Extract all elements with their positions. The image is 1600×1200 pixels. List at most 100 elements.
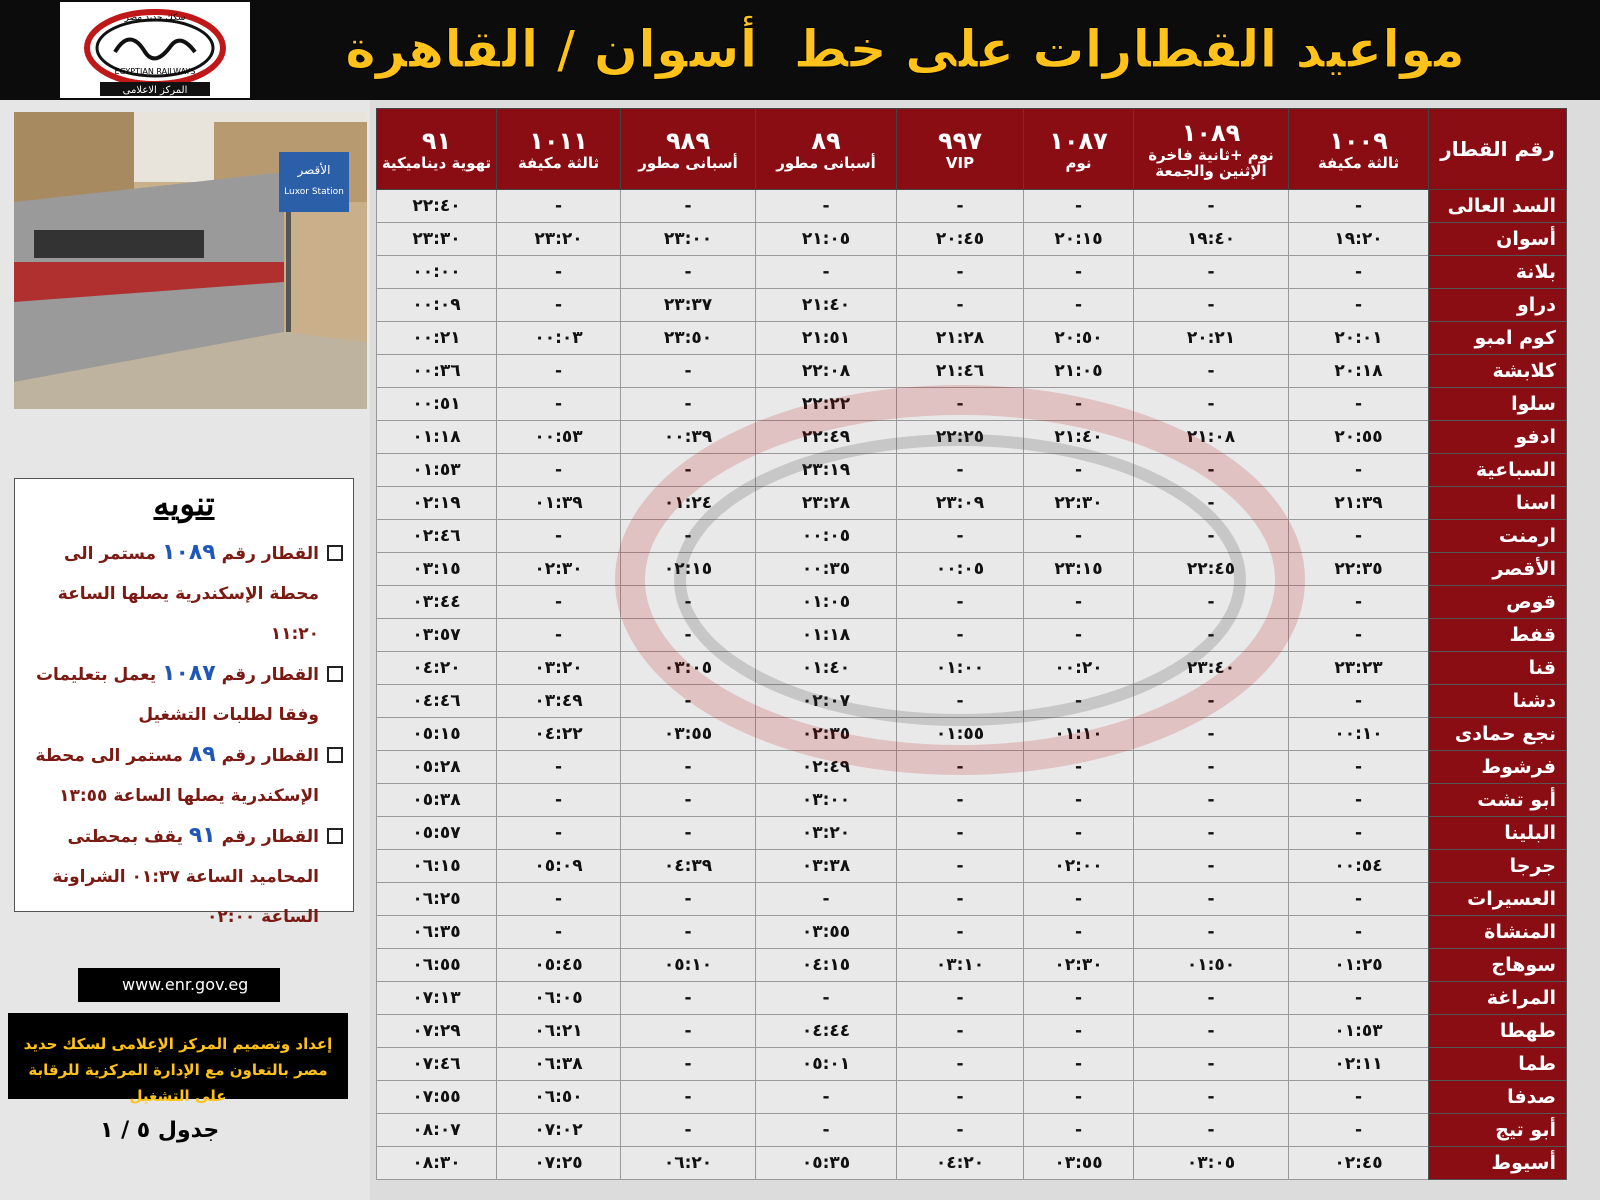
station-name: المنشاة xyxy=(1428,915,1567,949)
station-row: دراو - - - -٢١:٤٠ ٢٣:٣٧-٠٠:٠٩ xyxy=(376,288,1567,322)
departure-time: ٠٣:١٥ xyxy=(376,552,497,586)
notice-list: القطار رقم ١٠٨٩ مستمر الى محطة الإسكندري… xyxy=(25,533,343,937)
train-header: ٨٩ أسبانى مطور xyxy=(755,108,897,190)
station-row: دشنا - - - -٠٢:٠٧-٠٣:٤٩ ٠٤:٤٦ xyxy=(376,684,1567,718)
departure-time: - xyxy=(1288,816,1429,850)
station-row: المنشاة - - - -٠٣:٥٥- -٠٦:٣٥ xyxy=(376,915,1567,949)
departure-time: ٢٣:١٩ xyxy=(755,453,897,487)
departure-time: - xyxy=(1133,783,1289,817)
departure-time: ٢٣:٣٠ xyxy=(376,222,497,256)
station-row: المراغة - - - - - -٠٦:٠٥ ٠٧:١٣ xyxy=(376,981,1567,1015)
station-name: صدفا xyxy=(1428,1080,1567,1114)
departure-time: - xyxy=(1133,882,1289,916)
departure-time: ٢٣:٢٨ xyxy=(755,486,897,520)
departure-time: ٢١:٤٦ xyxy=(896,354,1024,388)
departure-time: ٠٠:٥١ xyxy=(376,387,497,421)
departure-time: - xyxy=(1023,387,1134,421)
departure-time: - xyxy=(1133,519,1289,553)
departure-time: - xyxy=(496,618,621,652)
departure-time: ٠٥:٣٨ xyxy=(376,783,497,817)
station-name: السد العالى xyxy=(1428,189,1567,223)
departure-time: ٠١:٥٥ xyxy=(896,717,1024,751)
departure-time: ٢٠:١٥ xyxy=(1023,222,1134,256)
station-name: أسوان xyxy=(1428,222,1567,256)
station-name: قنا xyxy=(1428,651,1567,685)
departure-time: - xyxy=(896,849,1024,883)
departure-time: - xyxy=(496,915,621,949)
station-name: كوم امبو xyxy=(1428,321,1567,355)
departure-time: - xyxy=(1133,585,1289,619)
departure-time: ٠١:٢٤ xyxy=(620,486,756,520)
departure-time: - xyxy=(1288,783,1429,817)
departure-time: - xyxy=(1133,717,1289,751)
train-header: ٩١ تهوية ديناميكية xyxy=(376,108,497,190)
notice-text: يعمل بتعليمات وفقا لطلبات التشغيل xyxy=(35,665,319,725)
departure-time: ٠٧:٢٥ xyxy=(496,1146,621,1180)
departure-time: - xyxy=(896,255,1024,289)
notice-label: القطار رقم xyxy=(221,746,319,766)
timetable-table: رقم القطار ١٠٠٩ ثالثة مكيفة ١٠٨٩ نوم +ثانية … xyxy=(376,108,1567,1180)
departure-time: - xyxy=(1133,387,1289,421)
header-row: رقم القطار ١٠٠٩ ثالثة مكيفة ١٠٨٩ نوم +ثانية … xyxy=(376,108,1567,190)
departure-time: - xyxy=(896,1047,1024,1081)
departure-time: ٢١:٠٥ xyxy=(1023,354,1134,388)
train-header: ١٠٠٩ ثالثة مكيفة xyxy=(1288,108,1429,190)
station-name: المراغة xyxy=(1428,981,1567,1015)
departure-time: - xyxy=(1288,519,1429,553)
departure-time: ٠١:٥٣ xyxy=(1288,1014,1429,1048)
departure-time: - xyxy=(755,882,897,916)
departure-time: ٠٥:١٥ xyxy=(376,717,497,751)
departure-time: ٠٦:٢١ xyxy=(496,1014,621,1048)
departure-time: ٠١:٤٠ xyxy=(755,651,897,685)
station-row: أسيوط ٠٢:٤٥ ٠٣:٠٥ ٠٣:٥٥ ٠٤:٢٠ ٠٥:٣٥ ٠٦:٢٠ ٠٧:٢٥… xyxy=(376,1146,1567,1180)
departure-time: ٠٤:٣٩ xyxy=(620,849,756,883)
departure-time: - xyxy=(1023,1014,1134,1048)
departure-time: - xyxy=(1133,849,1289,883)
departure-time: - xyxy=(620,585,756,619)
logo-subtitle: المركز الاعلامى xyxy=(123,85,188,96)
departure-time: ٠١:٠٠ xyxy=(896,651,1024,685)
header-bar xyxy=(0,0,1600,100)
station-name: ارمنت xyxy=(1428,519,1567,553)
notice-box: تنويه القطار رقم ١٠٨٩ مستمر الى محطة الإ… xyxy=(14,478,354,927)
departure-time: - xyxy=(1023,684,1134,718)
departure-time: - xyxy=(1288,585,1429,619)
train-number: ٩١ xyxy=(421,127,452,155)
departure-time: ٠٠:٣٩ xyxy=(620,420,756,454)
train-number: ٩١ xyxy=(188,823,216,848)
station-row: كلابشة ٢٠:١٨-٢١:٠٥ ٢١:٤٦ ٢٢:٠٨- -٠٠:٣٦ xyxy=(376,354,1567,388)
page-label: جدول ٥ / ١ xyxy=(100,1118,220,1143)
departure-time: - xyxy=(1133,255,1289,289)
train-header: ١٠٨٩ نوم +ثانية فاخرة الإثنين والجمعة xyxy=(1133,108,1289,190)
credit: إعداد وتصميم المركز الإعلامى لسكك حديد م… xyxy=(8,1013,348,1105)
train-type: ثالثة مكيفة xyxy=(1317,154,1400,172)
departure-time: ٢١:٠٨ xyxy=(1133,420,1289,454)
station-name: دراو xyxy=(1428,288,1567,322)
departure-time: ٠٠:٢١ xyxy=(376,321,497,355)
departure-time: - xyxy=(896,684,1024,718)
departure-time: ٠٥:١٠ xyxy=(620,948,756,982)
departure-time: ٢٠:٥٠ xyxy=(1023,321,1134,355)
train-number: ١٠٨٧ xyxy=(162,661,216,686)
station-row: قوص - - - -٠١:٠٥- -٠٣:٤٤ xyxy=(376,585,1567,619)
departure-time: - xyxy=(896,915,1024,949)
departure-time: ٢٢:٣٠ xyxy=(1023,486,1134,520)
departure-time: ٠٦:٥٥ xyxy=(376,948,497,982)
departure-time: ٠٣:١٠ xyxy=(896,948,1024,982)
station-row: طما ٠٢:١١- - -٠٥:٠١-٠٦:٣٨ ٠٧:٤٦ xyxy=(376,1047,1567,1081)
departure-time: - xyxy=(1023,1080,1134,1114)
departure-time: ٠١:٣٩ xyxy=(496,486,621,520)
departure-time: ٢١:٤٠ xyxy=(1023,420,1134,454)
station-row: جرجا ٠٠:٥٤-٠٢:٠٠-٠٣:٣٨ ٠٤:٣٩ ٠٥:٠٩ ٠٦:١٥ xyxy=(376,849,1567,883)
notice-text: يقف بمحطتى المحاميد الساعة ٠١:٣٧ الشراون… xyxy=(52,827,319,927)
departure-time: - xyxy=(1288,750,1429,784)
departure-time: ٠٦:٣٥ xyxy=(376,915,497,949)
departure-time: - xyxy=(496,189,621,223)
station-row: قنا ٢٣:٢٣ ٢٣:٤٠ ٠٠:٢٠ ٠١:٠٠ ٠١:٤٠ ٠٣:٠٥ ٠٣:٢٠ ٠٤… xyxy=(376,651,1567,685)
departure-time: - xyxy=(620,519,756,553)
departure-time: ٢٣:٣٧ xyxy=(620,288,756,322)
train-number: ٨٩ xyxy=(188,742,216,767)
departure-time: - xyxy=(620,750,756,784)
station-photo: الأقصر Luxor Station xyxy=(14,112,367,409)
checkbox xyxy=(327,666,343,682)
